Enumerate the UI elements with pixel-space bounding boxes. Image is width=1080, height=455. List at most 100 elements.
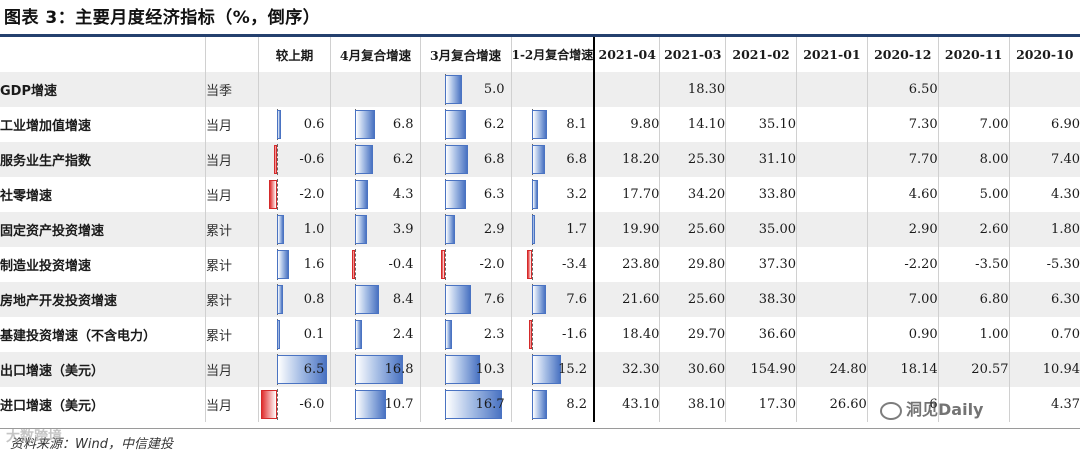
bar-value: 6.8	[392, 117, 414, 132]
month-value: 9.80	[593, 107, 660, 142]
data-bar	[276, 285, 283, 314]
data-bar	[355, 110, 375, 139]
month-value: 8.00	[937, 142, 1010, 177]
month-value: 6	[866, 387, 939, 422]
mar-cell: 16.7	[419, 387, 512, 422]
bar-axis	[531, 249, 533, 280]
table-row: 社零增速 当月 -2.0 4.3 6.3 3.2 17.70 34.20 33.80 4.60 5.…	[0, 177, 1080, 212]
table-row: 工业增加值增速 当月 0.6 6.8 6.2 8.1 9.80 14.10 35.10 7.30 7…	[0, 107, 1080, 142]
source-note: 资料来源：Wind，中信建投	[10, 437, 173, 452]
month-value: 6.50	[866, 72, 939, 107]
bar-axis	[276, 389, 278, 420]
bar-axis	[276, 179, 278, 210]
apr-cell: 2.4	[330, 317, 421, 352]
prev-cell: -6.0	[257, 387, 331, 422]
month-value: 17.70	[593, 177, 660, 212]
indicator-table: 较上期 4月复合增速 3月复合增速 1-2月复合增速 2021-04 2021-…	[0, 37, 1080, 422]
month-value: 25.60	[659, 212, 726, 247]
month-value: 43.10	[593, 387, 660, 422]
month-value	[937, 72, 1010, 107]
bar-value: 10.7	[384, 397, 414, 412]
month-value: 20.57	[937, 352, 1010, 387]
janfeb-cell	[510, 72, 595, 107]
prev-cell: 0.8	[257, 282, 331, 317]
month-value: 33.80	[725, 177, 797, 212]
bar-value: 1.0	[303, 222, 325, 237]
table-row: 进口增速（美元） 当月 -6.0 10.7 16.7 8.2 43.10 38.10 17.30…	[0, 387, 1080, 422]
prev-cell: -0.6	[257, 142, 331, 177]
bar-value: 8.1	[566, 117, 588, 132]
apr-cell: 6.2	[330, 142, 421, 177]
data-bar	[273, 145, 277, 174]
data-bar	[276, 110, 282, 139]
bar-value: 2.4	[392, 327, 414, 342]
indicator-name: 固定资产投资增速	[0, 212, 206, 247]
janfeb-cell: 8.1	[510, 107, 595, 142]
data-bar	[276, 355, 327, 384]
janfeb-cell: 1.7	[510, 212, 595, 247]
month-value	[795, 317, 868, 352]
watermark-left: 大数跨境	[6, 429, 62, 445]
mar-cell: 2.3	[419, 317, 512, 352]
month-value: 7.70	[866, 142, 939, 177]
month-value	[795, 247, 868, 282]
bar-value: -0.4	[388, 257, 414, 272]
month-value: 18.40	[593, 317, 660, 352]
janfeb-cell: 8.2	[510, 387, 595, 422]
bar-value: 8.2	[566, 397, 588, 412]
data-bar	[276, 250, 289, 279]
month-value: 2.90	[866, 212, 939, 247]
janfeb-cell: 7.6	[510, 282, 595, 317]
bar-value: -1.6	[562, 327, 588, 342]
month-value: 2.60	[937, 212, 1010, 247]
janfeb-cell: 6.8	[510, 142, 595, 177]
data-bar	[531, 390, 548, 419]
bar-value: 4.3	[392, 187, 414, 202]
janfeb-cell: -1.6	[510, 317, 595, 352]
mar-cell: 7.6	[419, 282, 512, 317]
header-freq	[204, 37, 259, 72]
month-value	[795, 212, 868, 247]
table-row: 出口增速（美元） 当月 6.5 16.8 10.3 15.2 32.30 30.60 154.9…	[0, 352, 1080, 387]
bar-value: 0.6	[303, 117, 325, 132]
month-value: 29.80	[659, 247, 726, 282]
data-bar	[531, 180, 538, 209]
data-bar	[528, 320, 532, 349]
month-value: 34.20	[659, 177, 726, 212]
header-janfeb: 1-2月复合增速	[510, 37, 595, 72]
month-value: 6.90	[1008, 107, 1080, 142]
data-bar	[440, 250, 445, 279]
month-value	[937, 387, 1010, 422]
watermark-right-text: 洞见Daily	[906, 400, 984, 419]
month-value: 25.30	[659, 142, 726, 177]
month-value: 6.30	[1008, 282, 1080, 317]
month-value: 154.90	[725, 352, 797, 387]
month-value: 4.37	[1008, 387, 1080, 422]
month-value: 7.40	[1008, 142, 1080, 177]
indicator-frequency: 当月	[204, 352, 259, 387]
month-value: 18.14	[866, 352, 939, 387]
data-bar	[355, 390, 387, 419]
bar-value: 7.6	[483, 292, 505, 307]
bar-axis	[355, 249, 357, 280]
indicator-frequency: 当月	[204, 142, 259, 177]
indicator-name: 制造业投资增速	[0, 259, 92, 274]
data-bar	[444, 180, 467, 209]
indicator-frequency: 当月	[204, 107, 259, 142]
header-name	[0, 37, 206, 72]
header-month: 2021-04	[593, 37, 660, 72]
bar-value: 5.0	[483, 82, 505, 97]
indicator-name: 工业增加值增速	[0, 119, 92, 134]
month-value: 6.80	[937, 282, 1010, 317]
apr-cell: 3.9	[330, 212, 421, 247]
table-row: 服务业生产指数 当月 -0.6 6.2 6.8 6.8 18.20 25.30 31.10 7.7…	[0, 142, 1080, 177]
month-value: 0.70	[1008, 317, 1080, 352]
bar-axis	[276, 144, 278, 175]
apr-cell: 16.8	[330, 352, 421, 387]
indicator-name: 房地产开发投资增速	[0, 282, 206, 317]
bar-value: 6.3	[483, 187, 505, 202]
header-prev: 较上期	[257, 37, 331, 72]
month-value	[795, 282, 868, 317]
bar-value: 16.7	[475, 397, 505, 412]
data-bar	[531, 110, 548, 139]
